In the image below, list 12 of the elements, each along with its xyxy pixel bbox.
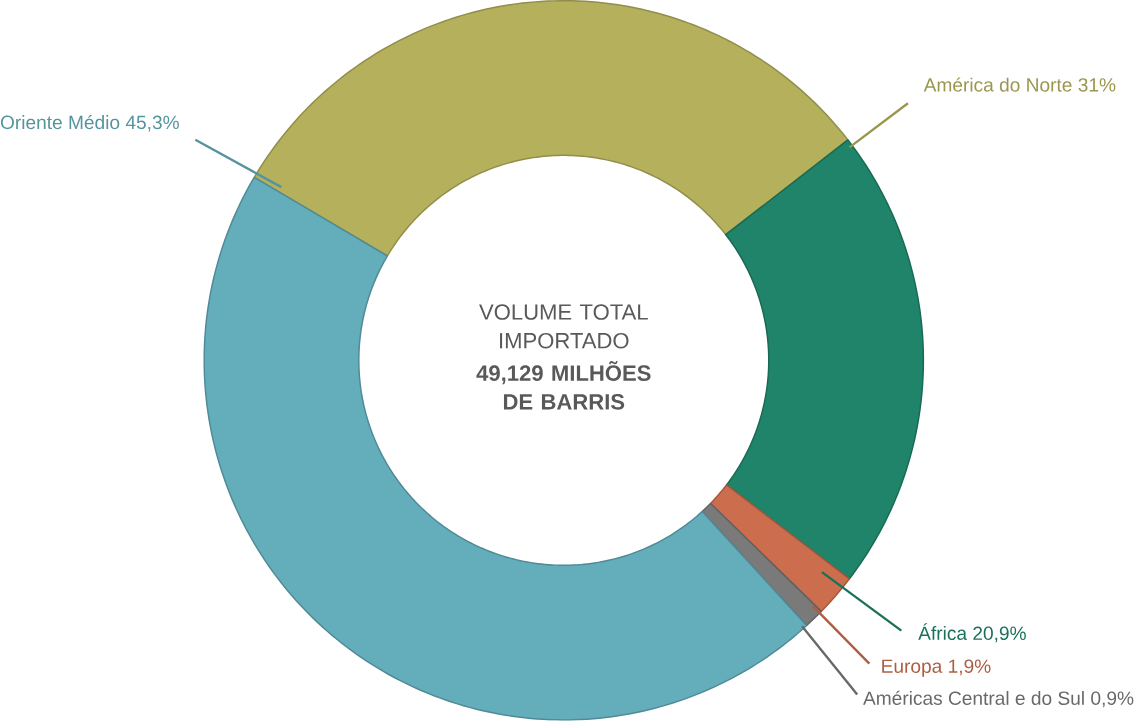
data-label: 45,3%	[125, 115, 179, 132]
data-label: 31%	[1078, 78, 1116, 92]
text: 49,129 MILHÕES DE BARRIS	[476, 361, 651, 410]
slice-label: África	[918, 623, 968, 641]
slice-label: Américas Central e do Sul	[863, 690, 1084, 706]
slice-label: Oriente Médio	[0, 115, 120, 130]
text: VOLUME TOTAL IMPORTADO	[479, 304, 648, 349]
data-label: 20,9%	[973, 626, 1026, 643]
slice-label: Europa	[882, 659, 943, 677]
data-label: 0,9%	[1091, 691, 1134, 708]
slice-label: América do Norte	[923, 77, 1072, 92]
data-label: 1,9%	[949, 659, 991, 676]
